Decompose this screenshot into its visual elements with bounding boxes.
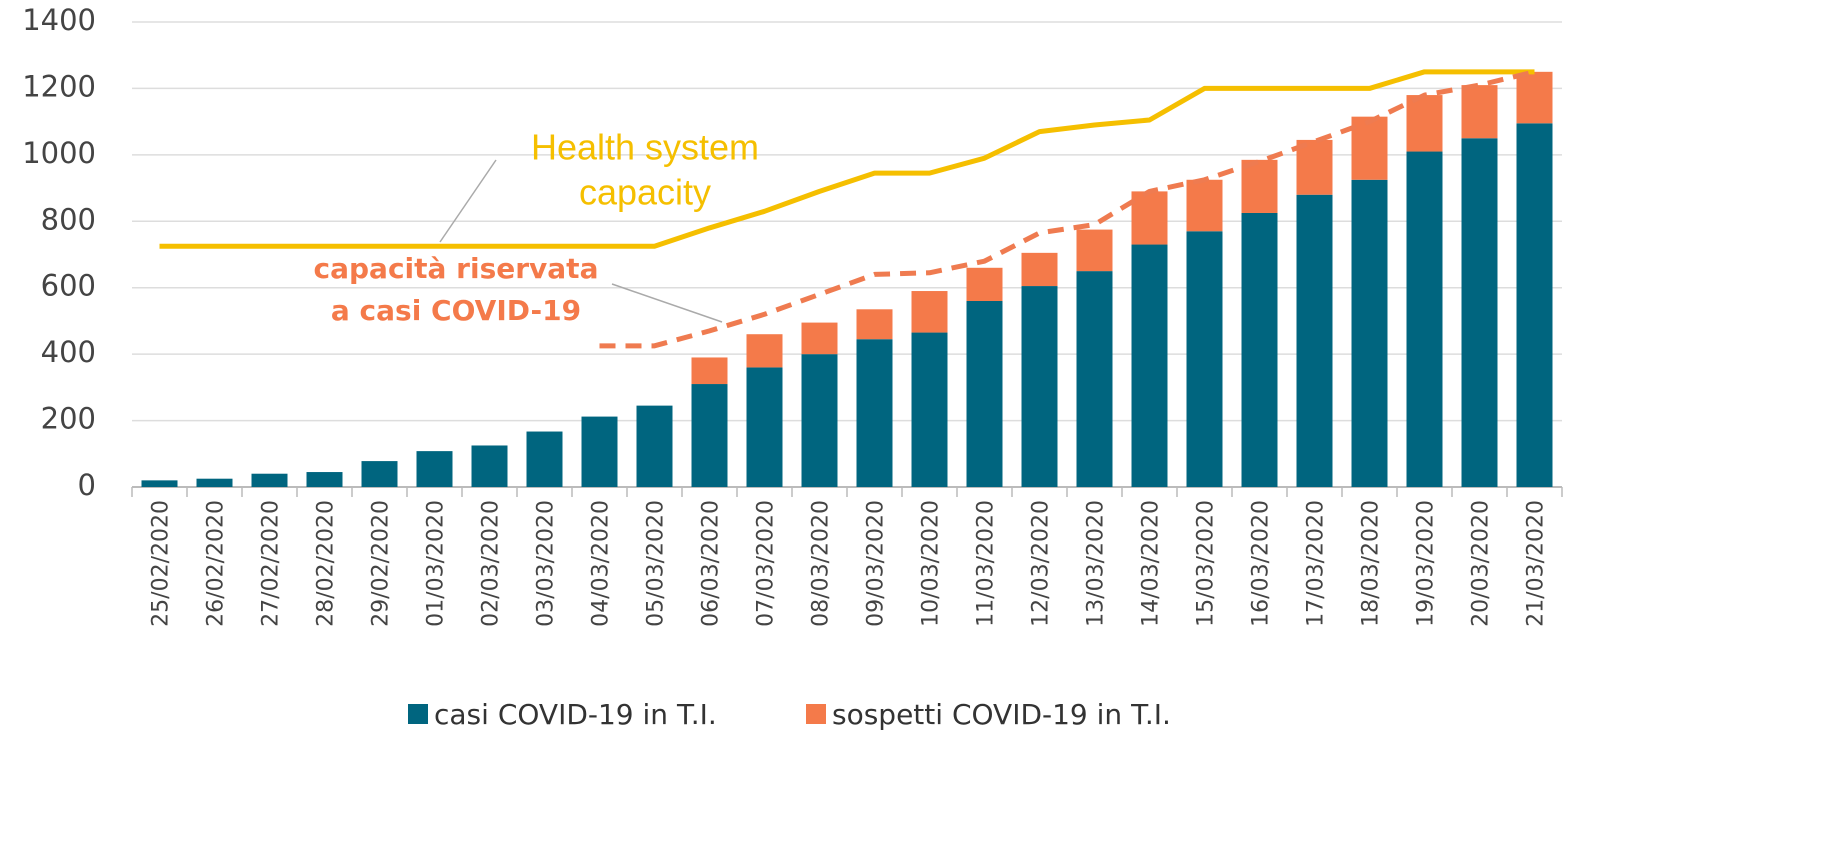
bar [1021, 252, 1058, 287]
y-tick-label: 1200 [22, 69, 96, 103]
bar [196, 478, 233, 487]
bar [746, 367, 783, 487]
bar [1131, 191, 1168, 245]
bar [1351, 116, 1388, 180]
bar [1406, 95, 1443, 152]
x-tick-label: 19/03/2020 [1414, 500, 1439, 627]
bar [1021, 286, 1058, 487]
bar [856, 339, 893, 487]
bar [1516, 71, 1553, 124]
x-tick-label: 04/03/2020 [589, 500, 614, 627]
annotation: Health system [531, 127, 759, 168]
x-tick-label: 01/03/2020 [424, 500, 449, 627]
bar [1076, 271, 1113, 487]
bar [636, 405, 673, 487]
legend-label: sospetti COVID-19 in T.I. [832, 698, 1171, 731]
bar [1241, 159, 1278, 213]
bar [801, 354, 838, 487]
y-tick-label: 800 [41, 202, 96, 236]
y-tick-label: 400 [41, 335, 96, 369]
bar [691, 357, 728, 385]
bar [691, 384, 728, 487]
annotation: capacity [579, 172, 711, 213]
bar [1516, 123, 1553, 487]
x-tick-label: 20/03/2020 [1469, 500, 1494, 627]
x-tick-label: 18/03/2020 [1359, 500, 1384, 627]
bar [1076, 229, 1113, 272]
legend-label: casi COVID-19 in T.I. [434, 698, 717, 731]
x-tick-label: 02/03/2020 [479, 500, 504, 627]
bar [1241, 212, 1278, 487]
x-tick-label: 09/03/2020 [864, 500, 889, 627]
bar [251, 473, 288, 487]
y-tick-label: 600 [41, 269, 96, 303]
bar [306, 472, 343, 487]
bar [911, 291, 948, 333]
bar [471, 445, 508, 487]
bar [911, 332, 948, 487]
x-tick-label: 15/03/2020 [1194, 500, 1219, 627]
line [159, 69, 1535, 249]
bar [966, 267, 1003, 301]
bar [1406, 151, 1443, 488]
x-tick-label: 28/02/2020 [314, 500, 339, 627]
x-tick-label: 06/03/2020 [699, 500, 724, 627]
bar [966, 301, 1003, 487]
bar [1131, 244, 1168, 487]
bar [361, 461, 398, 487]
y-tick-label: 0 [78, 468, 96, 502]
bar [1461, 85, 1498, 139]
x-tick-label: 05/03/2020 [644, 500, 669, 627]
x-tick-label: 25/02/2020 [149, 500, 174, 627]
x-tick-label: 03/03/2020 [534, 500, 559, 627]
x-tick-label: 12/03/2020 [1029, 500, 1054, 627]
bar [1186, 231, 1223, 487]
bar [1461, 138, 1498, 487]
bar [141, 480, 178, 487]
bar [1186, 179, 1223, 232]
x-tick-label: 14/03/2020 [1139, 500, 1164, 627]
annotation: capacità riservata [314, 252, 599, 285]
x-tick-label: 13/03/2020 [1084, 500, 1109, 627]
bar [1296, 194, 1333, 487]
x-tick-label: 08/03/2020 [809, 500, 834, 627]
x-tick-label: 16/03/2020 [1249, 500, 1274, 627]
legend-swatch [408, 704, 428, 724]
x-tick-label: 21/03/2020 [1524, 500, 1549, 627]
x-tick-label: 29/02/2020 [369, 500, 394, 627]
bar [856, 309, 893, 340]
annotation: a casi COVID-19 [331, 294, 581, 327]
bar [526, 431, 563, 487]
legend-swatch [806, 704, 826, 724]
leader-line [439, 159, 497, 243]
bar [1296, 139, 1333, 195]
dashed-line [599, 69, 1536, 349]
bar [746, 334, 783, 368]
y-tick-label: 1400 [22, 3, 96, 37]
bar [801, 322, 838, 355]
x-tick-label: 26/02/2020 [204, 500, 229, 627]
bar [581, 416, 618, 487]
x-tick-label: 07/03/2020 [754, 500, 779, 627]
bar [416, 451, 453, 487]
x-tick-label: 10/03/2020 [919, 500, 944, 627]
y-tick-label: 1000 [22, 136, 96, 170]
leader-line [611, 283, 723, 323]
x-tick-label: 27/02/2020 [259, 500, 284, 627]
x-tick-label: 11/03/2020 [974, 500, 999, 627]
x-tick-label: 17/03/2020 [1304, 500, 1329, 627]
bar [1351, 179, 1388, 487]
y-tick-label: 200 [41, 402, 96, 436]
